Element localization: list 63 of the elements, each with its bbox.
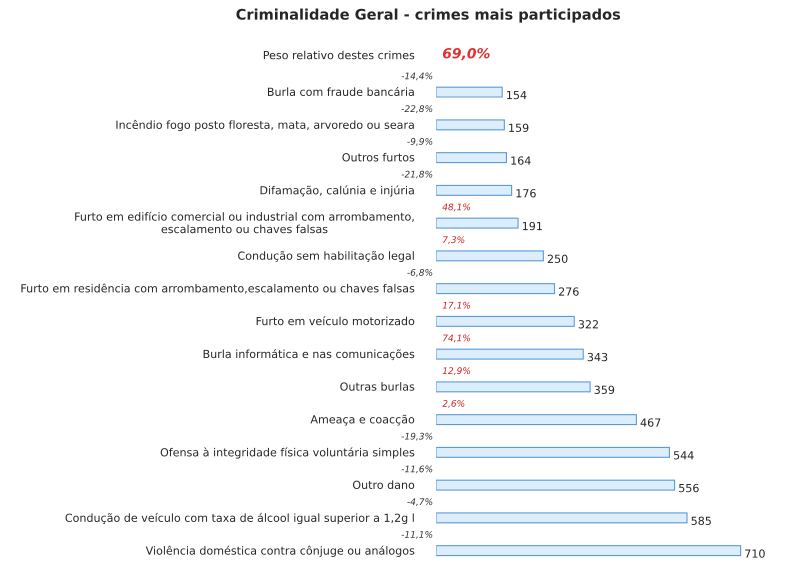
data-label: 710	[745, 549, 765, 558]
annotation: 12,9%	[442, 367, 470, 376]
y-tick-label: Furto em veículo motorizado	[256, 316, 414, 326]
data-label: 250	[548, 254, 568, 264]
bar	[436, 348, 584, 360]
text: -19,3%	[402, 432, 432, 441]
y-tick-label: Ofensa à integridade física voluntária simples	[160, 447, 414, 459]
y-tick-label: Outras burlas	[340, 382, 414, 391]
data-label: 159	[509, 124, 528, 132]
annotation: 2,6%	[442, 400, 464, 408]
bar	[436, 512, 688, 524]
annotation: 74,1%	[443, 334, 470, 342]
text: 69,0%	[442, 48, 490, 60]
text: -14,4%	[402, 72, 432, 80]
data-label: 544	[674, 451, 694, 460]
y-tick-label: Burla informática e nas comunicações	[204, 349, 414, 360]
y-tick-label: Difamação, calúnia e injúria	[260, 185, 414, 197]
bar	[436, 480, 676, 491]
data-label: 322	[578, 320, 598, 329]
text: -11,6%	[402, 466, 432, 474]
data-label: 359	[594, 386, 614, 394]
text: -21,8%	[402, 170, 432, 178]
y-tick-label: Burla com fraude bancária	[268, 86, 414, 96]
data-label: 556	[679, 484, 699, 492]
text: -6,8%	[407, 269, 432, 277]
text: Peso relativo destes crimes	[264, 50, 414, 60]
bar	[436, 283, 556, 294]
data-label: 176	[516, 189, 536, 198]
data-label: 467	[640, 418, 660, 427]
y-tick-label: Condução sem habilitação legal	[238, 251, 414, 262]
y-tick-label: Violência doméstica contra cônjuge ou análogos	[146, 546, 414, 557]
bar	[436, 152, 508, 164]
y-tick-label: Outro dano	[352, 480, 414, 489]
bar	[436, 250, 544, 262]
data-label: 191	[522, 222, 542, 230]
data-label: 343	[588, 352, 608, 362]
chart-title: Criminalidade Geral - crimes mais participados	[236, 8, 620, 23]
bar	[436, 86, 503, 98]
bar	[436, 545, 742, 556]
data-label: 154	[507, 90, 526, 100]
annotation: 17,1%	[442, 302, 470, 310]
bar	[436, 446, 670, 458]
bar	[436, 218, 519, 229]
y-tick-label: Condução de veículo com taxa de álcool igual superior a 1,2g l	[65, 512, 414, 524]
annotation: 48,1%	[442, 204, 470, 212]
y-tick-label: Furto em residência com arrombamento,escalamento ou chaves falsas	[21, 283, 414, 294]
bar	[436, 316, 575, 327]
text: -9,9%	[407, 138, 432, 146]
data-label: 164	[511, 156, 531, 165]
text: -4,7%	[407, 498, 432, 506]
bar	[436, 381, 591, 392]
bar	[436, 184, 512, 196]
text: -11,1%	[402, 531, 432, 539]
text: -22,8%	[402, 105, 432, 113]
data-label: 585	[692, 516, 711, 526]
bar	[436, 414, 637, 426]
y-tick-label: Outros furtos	[342, 152, 414, 162]
y-tick-label: Ameaça e coacção	[310, 414, 414, 426]
bar	[436, 119, 505, 130]
annotation: 7,3%	[443, 236, 464, 244]
y-tick-label: Incêndio fogo posto floresta, mata, arvoredo ou seara	[116, 120, 414, 132]
data-label: 276	[558, 287, 579, 296]
y-tick-label: Furto em edifício comercial ou industrial com arrombamento, escalamento ou chaves falsas	[75, 212, 414, 234]
